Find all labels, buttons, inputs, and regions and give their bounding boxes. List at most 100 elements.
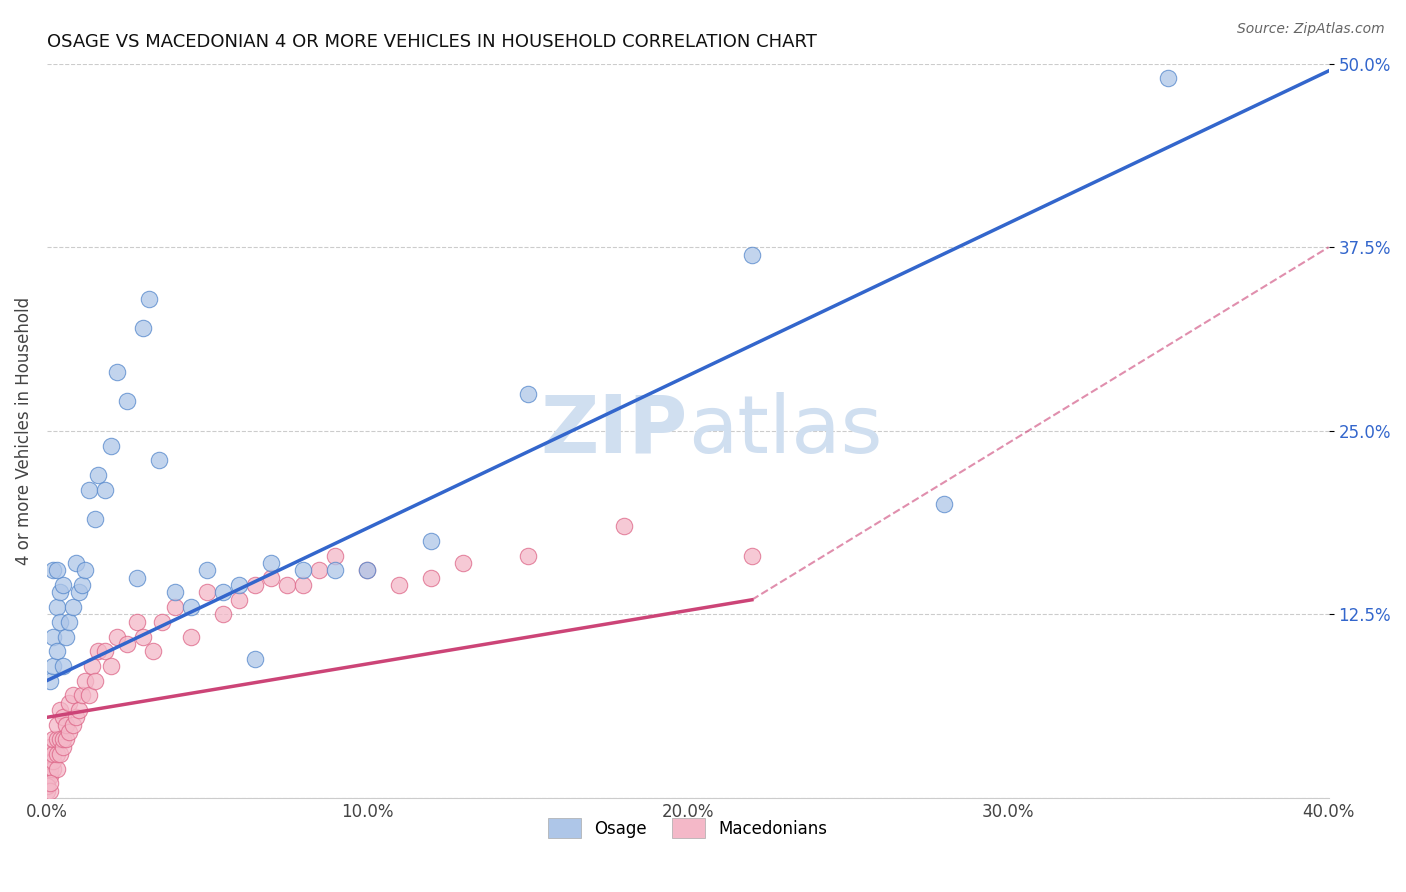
Point xyxy=(132,321,155,335)
Point xyxy=(52,578,75,592)
Point xyxy=(453,556,475,570)
Point xyxy=(58,696,80,710)
Point xyxy=(45,644,67,658)
Point xyxy=(65,710,87,724)
Point xyxy=(45,600,67,615)
Point xyxy=(42,659,65,673)
Point xyxy=(180,630,202,644)
Point xyxy=(42,755,65,769)
Point xyxy=(323,549,346,563)
Point xyxy=(84,512,107,526)
Point xyxy=(516,387,538,401)
Point xyxy=(148,453,170,467)
Point xyxy=(308,563,330,577)
Point xyxy=(39,769,62,783)
Point xyxy=(323,563,346,577)
Point xyxy=(39,673,62,688)
Point xyxy=(613,519,636,533)
Point xyxy=(932,497,955,511)
Point xyxy=(75,673,97,688)
Point xyxy=(45,563,67,577)
Point xyxy=(115,394,138,409)
Point xyxy=(70,578,93,592)
Point xyxy=(42,630,65,644)
Text: OSAGE VS MACEDONIAN 4 OR MORE VEHICLES IN HOUSEHOLD CORRELATION CHART: OSAGE VS MACEDONIAN 4 OR MORE VEHICLES I… xyxy=(46,33,817,51)
Point xyxy=(39,776,62,790)
Point xyxy=(35,780,58,794)
Point xyxy=(67,703,90,717)
Point xyxy=(125,571,148,585)
Point xyxy=(35,769,58,783)
Point xyxy=(52,659,75,673)
Point xyxy=(62,688,84,702)
Point xyxy=(100,438,122,452)
Point xyxy=(77,688,100,702)
Point xyxy=(292,578,315,592)
Y-axis label: 4 or more Vehicles in Household: 4 or more Vehicles in Household xyxy=(15,297,32,565)
Point xyxy=(105,365,128,379)
Point xyxy=(48,585,70,599)
Point xyxy=(243,651,266,665)
Point xyxy=(115,637,138,651)
Point xyxy=(70,688,93,702)
Point xyxy=(58,725,80,739)
Point xyxy=(276,578,298,592)
Point xyxy=(142,644,165,658)
Point xyxy=(132,630,155,644)
Point xyxy=(65,556,87,570)
Point xyxy=(48,703,70,717)
Text: ZIP: ZIP xyxy=(540,392,688,470)
Point xyxy=(212,585,235,599)
Point xyxy=(87,644,110,658)
Text: Source: ZipAtlas.com: Source: ZipAtlas.com xyxy=(1237,22,1385,37)
Point xyxy=(105,630,128,644)
Point xyxy=(93,644,115,658)
Point xyxy=(165,600,187,615)
Point xyxy=(35,784,58,798)
Point xyxy=(62,717,84,731)
Point xyxy=(48,747,70,761)
Point xyxy=(39,762,62,776)
Point xyxy=(180,600,202,615)
Point xyxy=(87,467,110,482)
Point xyxy=(39,784,62,798)
Point xyxy=(42,563,65,577)
Point xyxy=(260,556,283,570)
Point xyxy=(356,563,378,577)
Point xyxy=(195,585,218,599)
Point xyxy=(150,615,173,629)
Point xyxy=(741,247,763,261)
Point xyxy=(80,659,103,673)
Point xyxy=(52,739,75,754)
Point xyxy=(388,578,411,592)
Point xyxy=(212,607,235,622)
Point xyxy=(35,776,58,790)
Point xyxy=(62,600,84,615)
Point xyxy=(45,717,67,731)
Legend: Osage, Macedonians: Osage, Macedonians xyxy=(541,811,834,845)
Point xyxy=(55,717,77,731)
Point xyxy=(516,549,538,563)
Text: atlas: atlas xyxy=(688,392,882,470)
Point xyxy=(100,659,122,673)
Point xyxy=(138,292,160,306)
Point xyxy=(52,732,75,747)
Point xyxy=(48,732,70,747)
Point xyxy=(228,578,250,592)
Point xyxy=(58,615,80,629)
Point xyxy=(84,673,107,688)
Point xyxy=(77,483,100,497)
Point xyxy=(42,762,65,776)
Point xyxy=(39,755,62,769)
Point xyxy=(42,747,65,761)
Point xyxy=(356,563,378,577)
Point xyxy=(165,585,187,599)
Point xyxy=(420,534,443,549)
Point xyxy=(125,615,148,629)
Point xyxy=(420,571,443,585)
Point xyxy=(243,578,266,592)
Point xyxy=(228,592,250,607)
Point xyxy=(55,732,77,747)
Point xyxy=(42,732,65,747)
Point xyxy=(45,747,67,761)
